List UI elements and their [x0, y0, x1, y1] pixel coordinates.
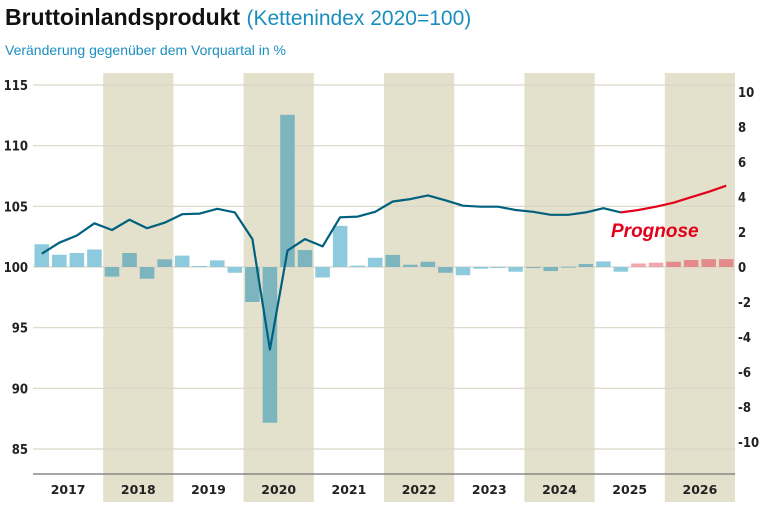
bar-q4-2023	[508, 267, 523, 272]
bar-q1-2021	[315, 267, 330, 278]
bar-q3-2018	[139, 267, 155, 279]
year-shade-2026	[664, 73, 735, 502]
bar-q2-2025	[613, 267, 629, 272]
bar-q3-2020	[280, 114, 295, 267]
bar-q1-2018	[104, 267, 120, 277]
bar-q4-2026	[718, 259, 734, 267]
bar-q1-2020	[245, 267, 260, 302]
forecast-label: Prognose	[611, 221, 699, 242]
chart-subtitle: Veränderung gegenüber dem Vorquartal in …	[5, 42, 286, 58]
bar-q4-2025	[648, 262, 664, 267]
title-suffix: (Kettenindex 2020=100)	[246, 7, 472, 30]
bar-q4-2022	[438, 267, 453, 273]
bar-q2-2018	[122, 253, 137, 267]
year-label-2021: 2021	[332, 482, 367, 497]
year-label-2018: 2018	[121, 482, 156, 497]
year-label-2017: 2017	[51, 482, 86, 497]
bar-q1-2024	[525, 267, 541, 269]
bar-q3-2024	[561, 266, 576, 268]
bar-q2-2022	[403, 264, 418, 267]
bar-q2-2024	[543, 267, 558, 272]
right-tick-label: 2	[738, 226, 746, 241]
index-line	[41, 194, 622, 351]
bar-q2-2023	[473, 267, 488, 269]
bar-q4-2020	[297, 250, 313, 267]
bar-q4-2021	[367, 257, 383, 267]
year-label-2019: 2019	[191, 482, 226, 497]
left-tick-label: 100	[4, 261, 28, 276]
left-tick-label: 85	[12, 443, 28, 458]
left-tick-label: 95	[12, 322, 28, 337]
bar-q2-2019	[192, 265, 207, 267]
year-label-2020: 2020	[261, 482, 296, 497]
right-tick-label: -4	[738, 331, 751, 346]
bar-q3-2026	[701, 259, 716, 267]
left-tick-label: 110	[4, 140, 28, 155]
bar-q3-2025	[631, 263, 646, 267]
left-tick-label: 105	[4, 200, 28, 215]
year-label-2025: 2025	[612, 482, 647, 497]
bar-q1-2025	[596, 261, 611, 267]
bar-q3-2017	[69, 253, 85, 267]
bar-q4-2024	[578, 264, 594, 267]
right-tick-label: -2	[738, 296, 751, 311]
bar-q1-2017	[34, 244, 50, 267]
bar-q3-2022	[420, 261, 436, 267]
bar-q1-2023	[455, 267, 471, 276]
year-shade-2024	[524, 73, 595, 502]
bar-q4-2019	[227, 267, 243, 273]
bar-q4-2018	[157, 259, 172, 267]
right-tick-label: 10	[738, 86, 754, 101]
bar-q4-2017	[87, 249, 102, 267]
right-tick-label: -8	[738, 401, 751, 416]
right-tick-label: 8	[738, 121, 746, 136]
left-tick-label: 115	[4, 79, 28, 94]
right-tick-label: 4	[738, 191, 746, 206]
left-tick-label: 90	[12, 382, 28, 397]
year-label-2022: 2022	[402, 482, 437, 497]
forecast-line	[620, 184, 727, 214]
bar-q1-2019	[174, 255, 190, 267]
year-label-2026: 2026	[683, 482, 718, 497]
bar-q1-2022	[385, 254, 401, 267]
title-main: Bruttoinlandsprodukt	[5, 4, 241, 30]
year-shade-2022	[384, 73, 455, 502]
bar-q1-2026	[666, 261, 681, 267]
year-label-2024: 2024	[542, 482, 577, 497]
bar-q3-2021	[350, 265, 365, 267]
bar-q2-2021	[332, 225, 348, 267]
year-shade-2018	[103, 73, 174, 502]
right-tick-label: -6	[738, 366, 751, 381]
right-tick-label: -10	[738, 436, 759, 451]
bar-q2-2017	[52, 254, 67, 267]
bar-q3-2019	[210, 260, 225, 267]
bar-q3-2023	[490, 267, 506, 268]
right-tick-label: 6	[738, 156, 746, 171]
year-label-2023: 2023	[472, 482, 507, 497]
chart-title: Bruttoinlandsprodukt (Kettenindex 2020=1…	[5, 4, 471, 31]
right-tick-label: 0	[738, 261, 746, 276]
bar-q2-2026	[683, 260, 699, 267]
